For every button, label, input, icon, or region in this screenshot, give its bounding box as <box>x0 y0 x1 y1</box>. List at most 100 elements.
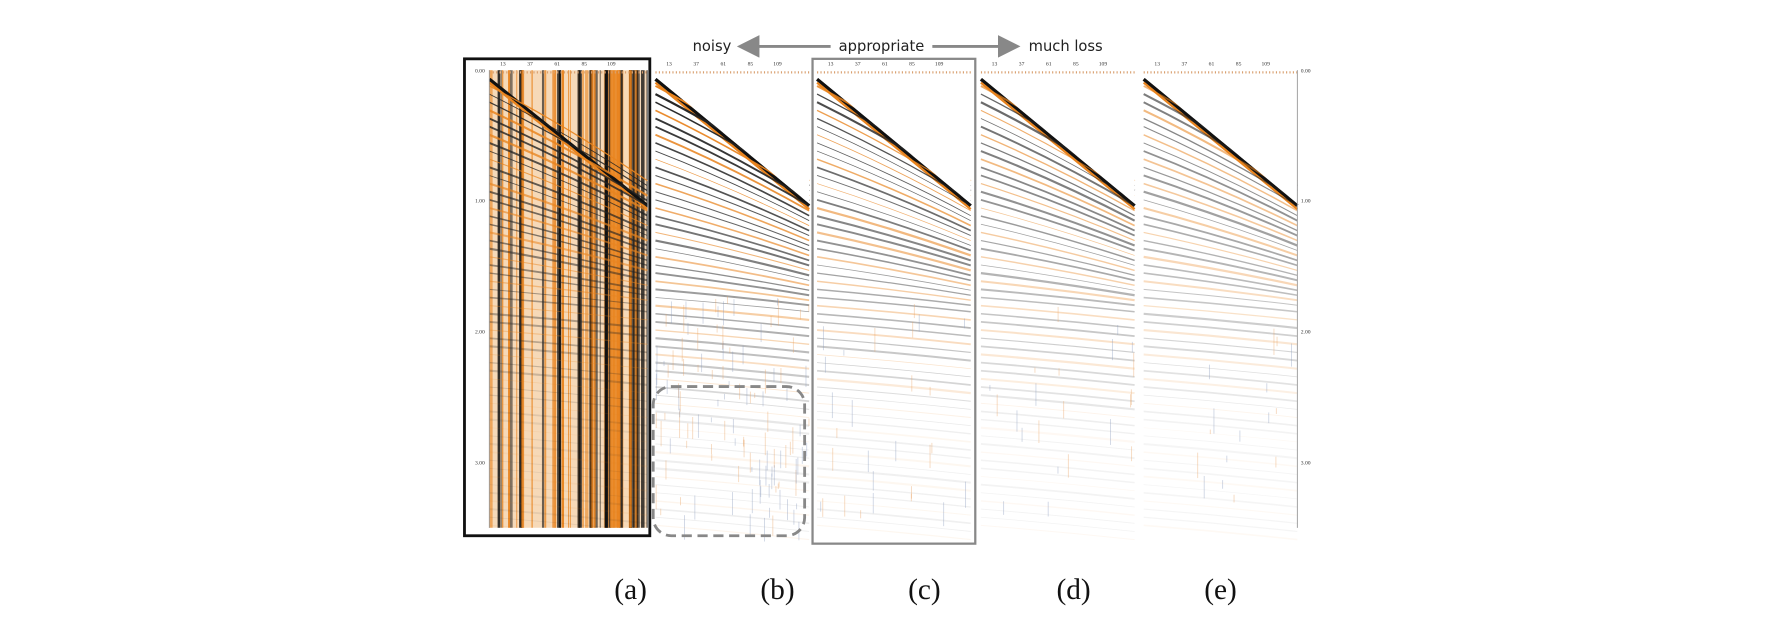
trace-label: 109 <box>935 62 944 68</box>
trace-label: 37 <box>855 62 861 68</box>
trace-label: 109 <box>773 62 782 68</box>
reflection <box>816 256 971 287</box>
reflection <box>980 321 1135 338</box>
mask <box>655 70 810 204</box>
noise <box>686 440 688 449</box>
noise <box>1058 368 1060 376</box>
noise <box>1268 412 1270 424</box>
noise <box>824 356 826 373</box>
trace-stripe <box>521 70 524 528</box>
reflection <box>816 426 971 443</box>
reflection <box>489 125 648 207</box>
trace-label: 109 <box>1099 62 1108 68</box>
reflection <box>817 443 971 459</box>
first-arrival <box>816 81 972 211</box>
noise <box>910 486 912 499</box>
reflection <box>489 451 648 468</box>
noise <box>681 337 683 362</box>
reflection <box>816 312 971 329</box>
reflection <box>980 361 1135 378</box>
reflection <box>655 313 810 329</box>
reflection <box>980 247 1135 282</box>
noise <box>665 460 667 480</box>
reflection <box>980 386 1135 403</box>
trace-stripe <box>531 70 533 528</box>
reflection <box>817 483 971 500</box>
reflection <box>816 223 972 267</box>
reflection <box>655 443 810 459</box>
reflection <box>980 118 1135 202</box>
reflection <box>489 337 648 354</box>
reflection <box>980 207 1135 256</box>
noise <box>728 381 730 388</box>
label-much-loss: much loss <box>1029 38 1103 55</box>
reflection <box>980 467 1135 484</box>
noise <box>701 353 703 373</box>
noise <box>656 363 658 385</box>
reflection <box>816 304 971 321</box>
frame-a <box>463 57 652 538</box>
noise-region <box>651 385 807 538</box>
reflection <box>816 377 971 395</box>
reflection <box>1143 264 1298 292</box>
reflection <box>489 207 648 257</box>
noise <box>722 365 724 380</box>
reflection <box>1143 377 1298 395</box>
reflection <box>817 500 971 516</box>
noise <box>918 314 920 332</box>
reflection <box>489 435 648 451</box>
trace-label: 61 <box>554 62 560 68</box>
reflection <box>816 508 971 525</box>
reflection <box>817 296 971 313</box>
reflection <box>489 345 648 362</box>
reflection <box>980 443 1135 460</box>
reflection <box>489 312 648 330</box>
noise <box>792 427 794 454</box>
time-label: 0.00 <box>475 68 485 74</box>
reflection <box>655 337 810 354</box>
reflection <box>655 345 810 362</box>
reflection <box>489 329 648 345</box>
reflection <box>980 418 1135 435</box>
reflection <box>489 524 528 528</box>
trace-stripe <box>502 70 504 528</box>
reflection <box>980 264 1135 291</box>
reflection <box>489 93 648 187</box>
time-label: 1.00 <box>475 198 485 204</box>
reflection <box>817 354 971 370</box>
trace-label: 85 <box>1073 62 1079 68</box>
reflection <box>655 361 810 378</box>
mask <box>980 70 1135 204</box>
noise <box>669 438 671 454</box>
noise <box>738 465 740 483</box>
noise <box>805 365 807 388</box>
first-arrival <box>489 81 648 211</box>
noise <box>808 418 810 426</box>
noise <box>795 458 797 484</box>
reflection <box>1143 329 1298 346</box>
noise <box>943 502 945 527</box>
noise <box>1273 328 1275 355</box>
noise <box>743 439 745 448</box>
noise <box>872 492 874 514</box>
reflection <box>816 206 972 257</box>
reflection <box>1143 467 1298 484</box>
noise <box>722 325 724 349</box>
noise <box>733 299 735 316</box>
reflection <box>489 142 648 217</box>
trace-stripe <box>577 70 580 528</box>
reflection <box>489 190 648 247</box>
noise <box>732 419 734 434</box>
reflection <box>1143 362 1298 378</box>
noise <box>656 345 658 365</box>
trace-stripe <box>604 70 608 528</box>
reflection <box>655 353 810 370</box>
reflection <box>655 386 810 403</box>
reflection <box>1143 337 1298 353</box>
reflection <box>1143 484 1298 500</box>
trace-stripe <box>501 70 503 528</box>
noise <box>777 483 779 489</box>
reflection <box>816 158 972 227</box>
trace-label: 61 <box>1209 62 1215 68</box>
trace-label: 13 <box>828 62 834 68</box>
